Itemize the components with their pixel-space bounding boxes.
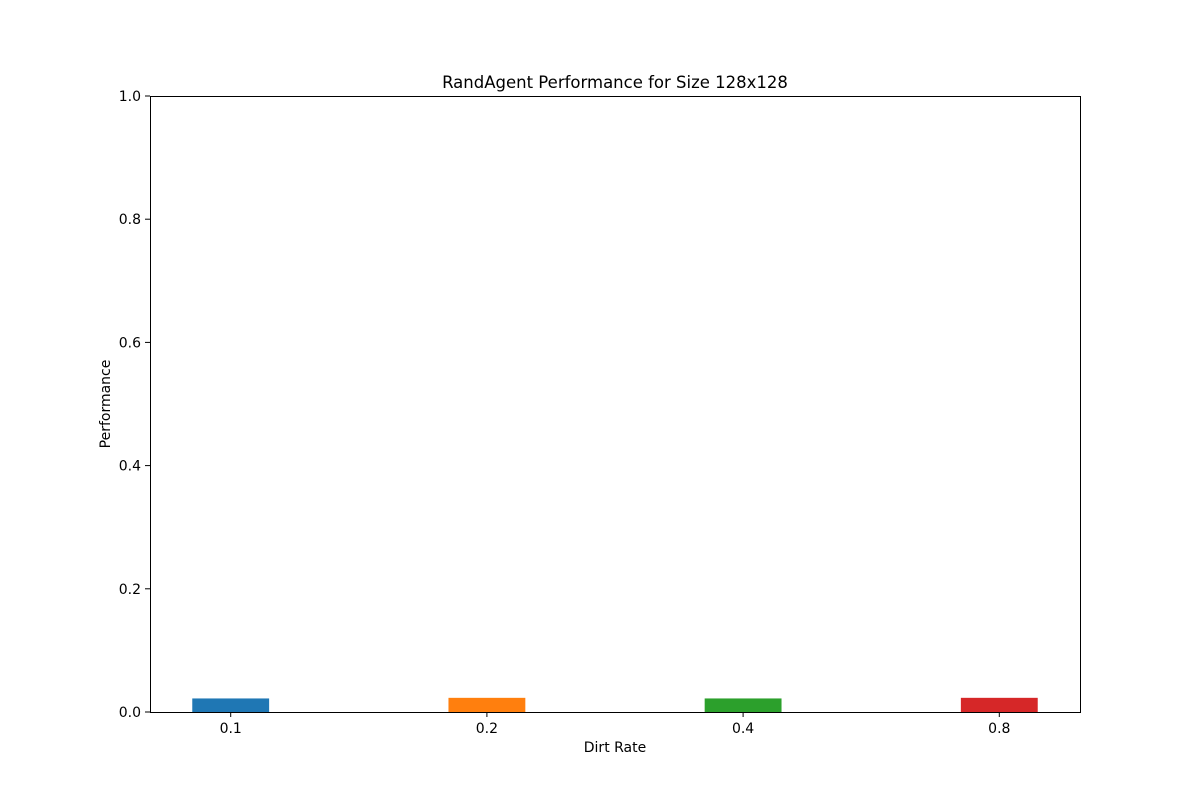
x-axis-label: Dirt Rate [584,740,646,756]
y-tick-label: 1.0 [119,89,141,105]
plot-frame [150,96,1081,713]
x-tick-label: 0.1 [220,721,242,737]
y-tick-label: 0.8 [119,212,141,228]
y-axis-label: Performance [98,360,114,449]
bar-0.2 [448,697,526,712]
y-tick-label: 0.6 [119,335,141,351]
bars-layer [192,697,1038,712]
chart-title: RandAgent Performance for Size 128x128 [442,73,788,92]
y-tick-label: 0.0 [119,705,141,721]
y-tick-label: 0.4 [119,459,141,475]
bar-0.1 [192,698,270,712]
y-tick-label: 0.2 [119,582,141,598]
x-tick-label: 0.8 [988,721,1010,737]
x-tick-label: 0.4 [732,721,754,737]
bar-0.8 [960,697,1038,712]
bar-0.4 [704,698,782,712]
y-axis-ticks: 0.0 0.2 0.4 0.6 0.8 1.0 [119,89,150,721]
x-tick-label: 0.2 [476,721,498,737]
